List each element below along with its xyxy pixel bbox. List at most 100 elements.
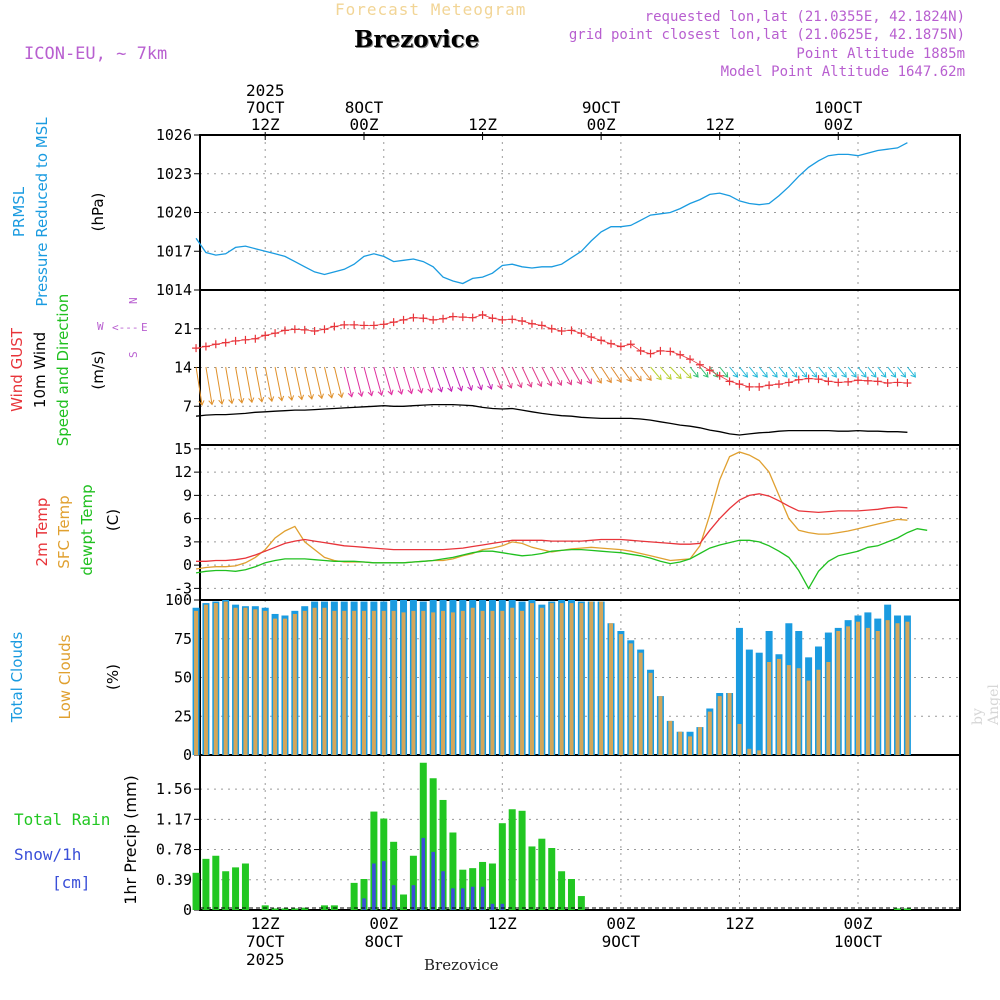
- wind-arrow: [808, 366, 817, 378]
- y-tick-label: 75: [174, 630, 192, 648]
- gust-point: [863, 376, 872, 385]
- gust-point: [567, 326, 576, 335]
- top-time-label: 8OCT: [345, 98, 384, 117]
- wind-arrow: [304, 366, 313, 400]
- requested-coords: requested lon,lat (21.0355E, 42.1824N): [644, 9, 965, 25]
- wind-arrow-head: [752, 371, 758, 378]
- snow-bar: [480, 886, 485, 910]
- low-cloud-bar: [776, 658, 781, 755]
- wind-arrow: [215, 366, 223, 404]
- low-cloud-bar: [520, 610, 525, 755]
- pressure-label-2: Pressure Reduced to MSL: [33, 117, 51, 307]
- wind-arrow: [462, 366, 472, 391]
- temp2m-line: [196, 493, 908, 562]
- wind-arrow-head: [526, 381, 533, 388]
- low-cloud-bar: [717, 696, 722, 755]
- low-cloud-bar: [371, 610, 376, 755]
- gust-point: [735, 380, 744, 389]
- wind-arrow: [403, 366, 413, 394]
- wind-arrow: [432, 366, 443, 392]
- wind-arrow-head: [357, 391, 364, 398]
- snow-bar: [372, 863, 376, 910]
- total-cloud-bar: [745, 649, 753, 755]
- y-tick-label: 50: [174, 669, 192, 687]
- wind-arrow: [847, 366, 857, 378]
- rain-bar: [301, 907, 309, 910]
- gust-point: [409, 313, 418, 322]
- snow-bar: [490, 903, 495, 910]
- snow-bar: [381, 861, 386, 910]
- wind-arrow-head: [811, 371, 818, 378]
- top-time-label: 00Z: [587, 115, 616, 134]
- pressure-label-1: PRMSL: [10, 186, 28, 237]
- wind-arrow-head: [693, 371, 699, 378]
- gust-point: [893, 378, 902, 387]
- low-cloud-bar: [549, 603, 554, 755]
- wind-arrow-head: [218, 399, 225, 405]
- low-cloud-bar: [470, 607, 475, 755]
- gust-point: [755, 382, 764, 391]
- low-cloud-bar: [559, 603, 564, 755]
- wind-arrow-head: [397, 389, 404, 395]
- gust-point: [616, 342, 625, 351]
- wind-arrow: [393, 366, 403, 395]
- wind-arrow-head: [606, 377, 612, 384]
- wind-arrow-head: [851, 371, 857, 378]
- wind-arrow: [501, 366, 512, 389]
- gust-point: [518, 317, 527, 325]
- low-cloud-bar: [332, 610, 337, 755]
- low-cloud-bar: [668, 720, 673, 755]
- rain-bar: [192, 872, 200, 910]
- rain-bar: [202, 858, 210, 910]
- wind-label: 10m Wind: [31, 332, 49, 408]
- low-cloud-bar: [322, 607, 327, 755]
- low-cloud-bar: [836, 631, 841, 755]
- wind-arrow-head: [516, 382, 523, 389]
- y-tick-label: 12: [174, 463, 192, 481]
- wind-arrow: [491, 366, 502, 389]
- rain-bar: [409, 855, 417, 910]
- wind-arrow: [235, 366, 243, 403]
- wind-arrow-head: [712, 371, 719, 378]
- low-cloud-bar: [450, 612, 455, 755]
- gust-point: [607, 339, 616, 348]
- y-tick-label: 15: [174, 440, 192, 458]
- low-cloud-bar: [628, 643, 633, 755]
- bottom-time-label: 12Z: [725, 914, 754, 933]
- gust-point: [725, 377, 734, 386]
- wind-arrow: [442, 366, 453, 392]
- gust-point: [192, 344, 201, 353]
- y-tick-label: 1017: [156, 242, 192, 260]
- snow-bar: [421, 837, 426, 910]
- rain-bar: [222, 871, 230, 910]
- gust-point: [300, 325, 309, 334]
- wind-arrow-head: [317, 393, 324, 400]
- gust-point: [824, 377, 833, 386]
- temp-unit: (C): [104, 509, 122, 531]
- bottom-time-label: 12Z: [251, 914, 280, 933]
- y-tick-label: 0: [183, 746, 192, 764]
- rain-bar: [281, 908, 289, 910]
- top-time-label: 12Z: [468, 115, 497, 134]
- wind-arrow-head: [437, 386, 444, 393]
- wind-arrow-head: [297, 394, 305, 401]
- model-altitude: Model Point Altitude 1647.62m: [720, 64, 965, 80]
- wind-arrow: [827, 366, 837, 378]
- gust-point: [577, 329, 586, 338]
- wind-arrow: [422, 366, 433, 393]
- wind-arrow-head: [377, 390, 384, 396]
- low-cloud-bar: [737, 724, 742, 755]
- wind-arrow-head: [556, 380, 563, 387]
- gust-point: [448, 312, 457, 321]
- wind-arrow: [689, 366, 699, 378]
- wind-arrow: [778, 366, 788, 378]
- compass-e: E: [141, 321, 148, 334]
- y-tick-label: 14: [174, 359, 192, 377]
- low-cloud-bar: [875, 631, 880, 755]
- low-cloud-bar: [638, 652, 643, 755]
- gust-point: [498, 315, 507, 324]
- low-cloud-bar: [826, 662, 831, 755]
- gust-point: [201, 342, 210, 351]
- point-altitude: Point Altitude 1885m: [796, 46, 965, 62]
